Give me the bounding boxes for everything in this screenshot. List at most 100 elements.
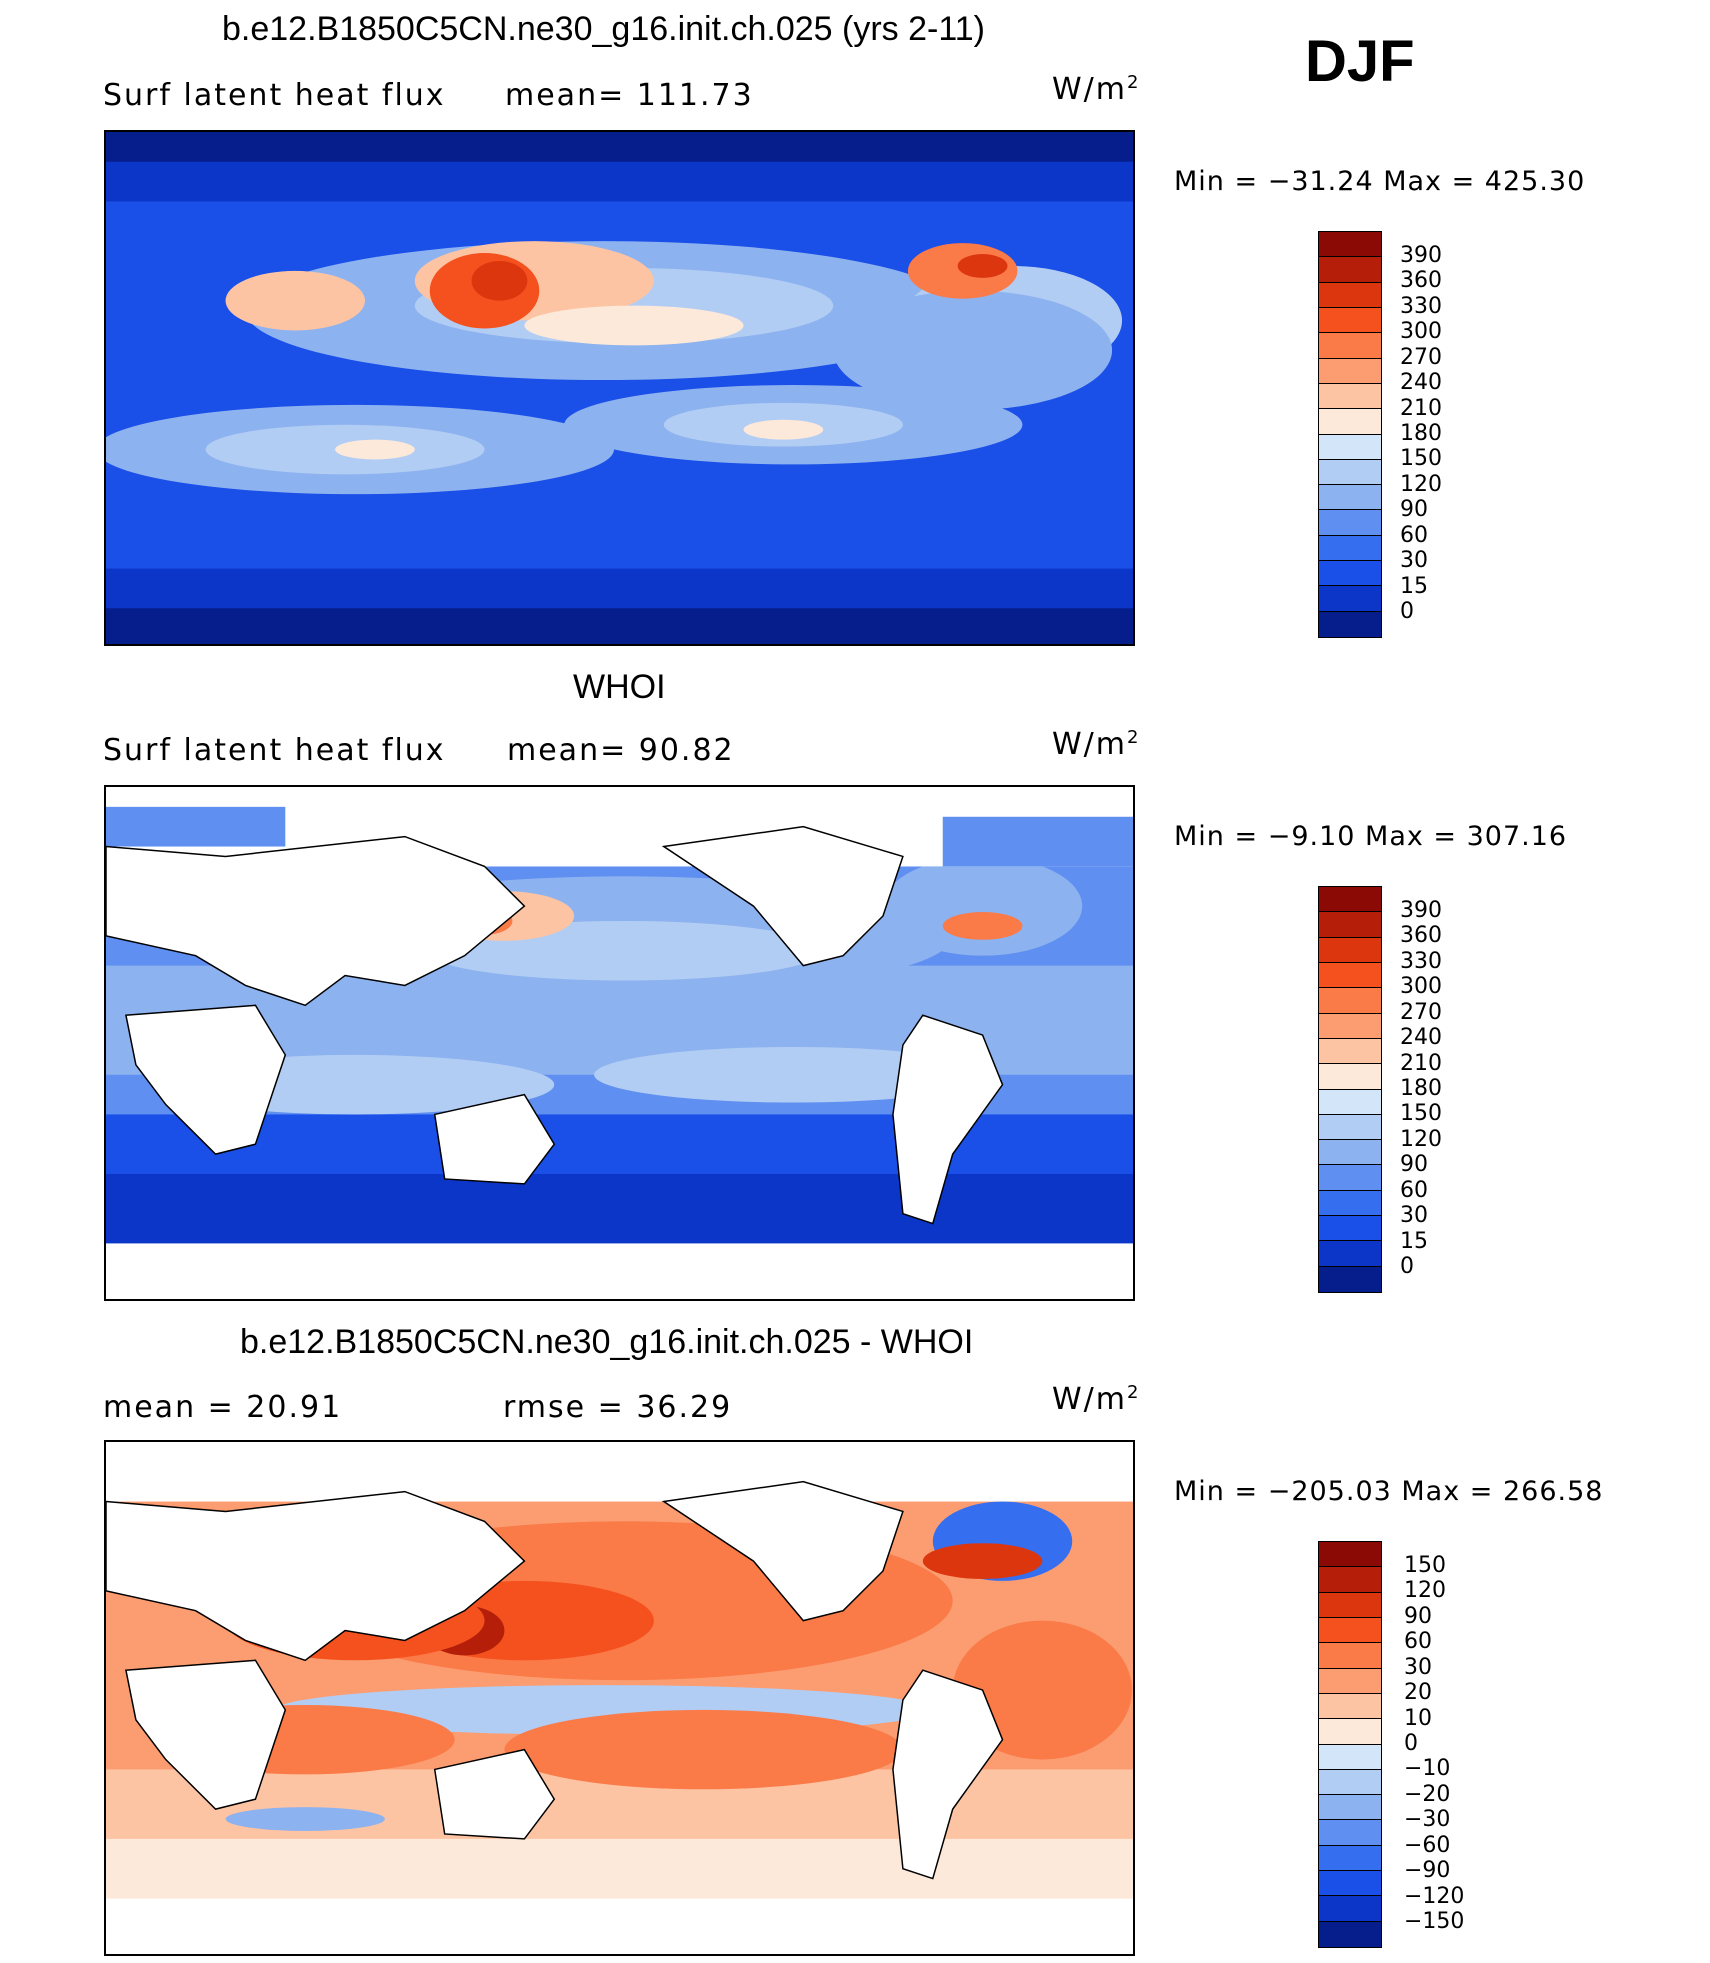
panel-3-map bbox=[104, 1440, 1135, 1956]
panel-2-field bbox=[106, 787, 1133, 1299]
colorbar-swatch bbox=[1319, 1266, 1381, 1292]
panel-1-map bbox=[104, 130, 1135, 646]
colorbar-swatch bbox=[1319, 1190, 1381, 1217]
colorbar-tick-label: −20 bbox=[1404, 1782, 1451, 1807]
colorbar-tick-label: 390 bbox=[1400, 243, 1442, 268]
colorbar-swatch bbox=[1319, 1769, 1381, 1796]
colorbar-swatch bbox=[1319, 912, 1381, 938]
colorbar-tick-label: 360 bbox=[1400, 923, 1442, 948]
colorbar-swatch bbox=[1319, 1668, 1381, 1694]
colorbar-swatch bbox=[1319, 434, 1381, 460]
colorbar-tick-label: 180 bbox=[1400, 1076, 1442, 1101]
colorbar-tick-label: −90 bbox=[1404, 1858, 1451, 1883]
colorbar-tick-label: 10 bbox=[1404, 1706, 1432, 1731]
panel-2-colorbar bbox=[1318, 886, 1382, 1293]
colorbar-tick-label: 180 bbox=[1400, 421, 1442, 446]
colorbar-tick-label: 360 bbox=[1400, 268, 1442, 293]
colorbar-tick-label: 390 bbox=[1400, 898, 1442, 923]
colorbar-tick-label: 270 bbox=[1400, 1000, 1442, 1025]
panel-1-colorbar bbox=[1318, 231, 1382, 638]
panel-1-field bbox=[106, 132, 1133, 644]
colorbar-tick-label: 300 bbox=[1400, 319, 1442, 344]
colorbar-tick-label: 210 bbox=[1400, 1051, 1442, 1076]
colorbar-tick-label: 120 bbox=[1404, 1578, 1446, 1603]
panel-1-units: W/m2 bbox=[1052, 72, 1141, 107]
colorbar-swatch bbox=[1319, 1038, 1381, 1065]
panel-3-units: W/m2 bbox=[1052, 1382, 1141, 1417]
colorbar-swatch bbox=[1319, 1064, 1381, 1090]
colorbar-swatch bbox=[1319, 962, 1381, 989]
colorbar-swatch bbox=[1319, 1820, 1381, 1846]
panel-1-title: b.e12.B1850C5CN.ne30_g16.init.ch.025 (yr… bbox=[222, 10, 985, 48]
colorbar-tick-label: 60 bbox=[1404, 1629, 1432, 1654]
colorbar-tick-label: 240 bbox=[1400, 370, 1442, 395]
colorbar-tick-label: −30 bbox=[1404, 1807, 1451, 1832]
colorbar-tick-label: 330 bbox=[1400, 949, 1442, 974]
colorbar-swatch bbox=[1319, 1165, 1381, 1191]
colorbar-swatch bbox=[1319, 887, 1381, 913]
colorbar-tick-label: −60 bbox=[1404, 1833, 1451, 1858]
colorbar-swatch bbox=[1319, 1643, 1381, 1669]
colorbar-tick-label: 15 bbox=[1400, 574, 1428, 599]
panel-2-minmax: Min = −9.10 Max = 307.16 bbox=[1174, 821, 1568, 852]
colorbar-swatch bbox=[1319, 510, 1381, 536]
colorbar-swatch bbox=[1319, 1744, 1381, 1770]
colorbar-swatch bbox=[1319, 1241, 1381, 1267]
colorbar-tick-label: 150 bbox=[1400, 446, 1442, 471]
colorbar-swatch bbox=[1319, 1542, 1381, 1568]
colorbar-tick-label: 270 bbox=[1400, 345, 1442, 370]
colorbar-tick-label: 240 bbox=[1400, 1025, 1442, 1050]
colorbar-swatch bbox=[1319, 611, 1381, 637]
colorbar-swatch bbox=[1319, 1795, 1381, 1821]
colorbar-tick-label: 30 bbox=[1400, 1203, 1428, 1228]
colorbar-swatch bbox=[1319, 1114, 1381, 1141]
panel-2-map bbox=[104, 785, 1135, 1301]
colorbar-swatch bbox=[1319, 358, 1381, 384]
colorbar-swatch bbox=[1319, 282, 1381, 308]
colorbar-tick-label: −120 bbox=[1404, 1884, 1465, 1909]
colorbar-tick-label: 30 bbox=[1404, 1655, 1432, 1680]
panel-3-rmse: rmse = 36.29 bbox=[503, 1390, 733, 1425]
colorbar-swatch bbox=[1319, 333, 1381, 359]
colorbar-swatch bbox=[1319, 561, 1381, 587]
colorbar-swatch bbox=[1319, 257, 1381, 283]
colorbar-tick-label: 60 bbox=[1400, 1178, 1428, 1203]
colorbar-swatch bbox=[1319, 1719, 1381, 1745]
colorbar-tick-label: 0 bbox=[1400, 1254, 1414, 1279]
colorbar-swatch bbox=[1319, 307, 1381, 334]
colorbar-tick-label: 90 bbox=[1400, 1152, 1428, 1177]
colorbar-swatch bbox=[1319, 535, 1381, 562]
colorbar-tick-label: 150 bbox=[1400, 1101, 1442, 1126]
colorbar-tick-label: 30 bbox=[1400, 548, 1428, 573]
colorbar-tick-label: 330 bbox=[1400, 294, 1442, 319]
panel-2-units: W/m2 bbox=[1052, 727, 1141, 762]
colorbar-swatch bbox=[1319, 1013, 1381, 1039]
panel-3-field bbox=[106, 1442, 1133, 1954]
colorbar-tick-label: 120 bbox=[1400, 1127, 1442, 1152]
colorbar-swatch bbox=[1319, 586, 1381, 612]
colorbar-swatch bbox=[1319, 1845, 1381, 1872]
season-label: DJF bbox=[1305, 29, 1415, 94]
colorbar-swatch bbox=[1319, 1896, 1381, 1922]
colorbar-swatch bbox=[1319, 1140, 1381, 1166]
colorbar-swatch bbox=[1319, 1089, 1381, 1115]
panel-3-minmax: Min = −205.03 Max = 266.58 bbox=[1174, 1476, 1604, 1507]
colorbar-tick-label: 0 bbox=[1400, 599, 1414, 624]
panel-2-variable: Surf latent heat flux bbox=[103, 733, 446, 768]
colorbar-swatch bbox=[1319, 459, 1381, 486]
colorbar-tick-label: 90 bbox=[1400, 497, 1428, 522]
colorbar-tick-label: 300 bbox=[1400, 974, 1442, 999]
colorbar-swatch bbox=[1319, 1592, 1381, 1618]
panel-2-mean: mean= 90.82 bbox=[507, 733, 735, 768]
colorbar-swatch bbox=[1319, 1216, 1381, 1242]
colorbar-tick-label: −150 bbox=[1404, 1909, 1465, 1934]
colorbar-tick-label: 0 bbox=[1404, 1731, 1418, 1756]
colorbar-swatch bbox=[1319, 485, 1381, 511]
colorbar-tick-label: 15 bbox=[1400, 1229, 1428, 1254]
panel-2-title: WHOI bbox=[573, 668, 666, 706]
colorbar-tick-label: 90 bbox=[1404, 1604, 1432, 1629]
colorbar-tick-label: 210 bbox=[1400, 396, 1442, 421]
panel-3-mean: mean = 20.91 bbox=[103, 1390, 343, 1425]
colorbar-tick-label: 20 bbox=[1404, 1680, 1432, 1705]
colorbar-swatch bbox=[1319, 988, 1381, 1014]
